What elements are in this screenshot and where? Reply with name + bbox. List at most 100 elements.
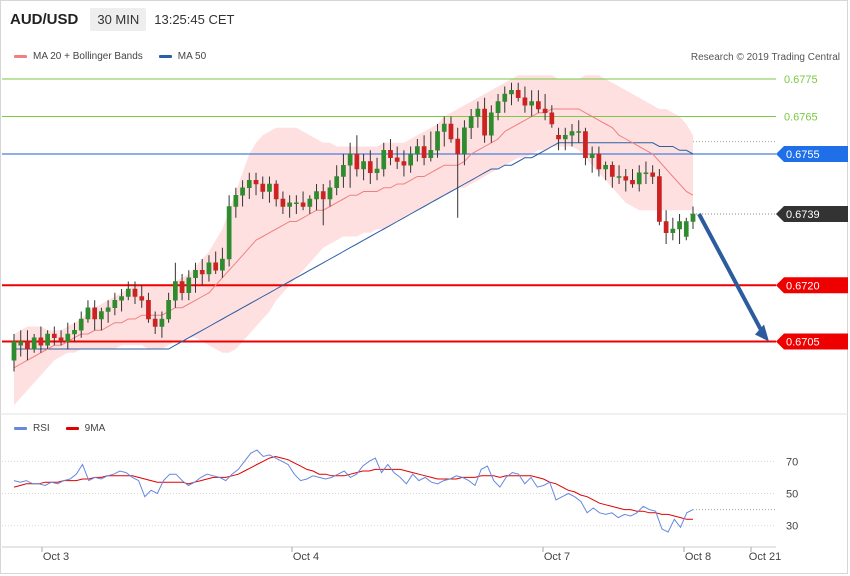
price-tag-last [776, 206, 848, 222]
candle-body [152, 318, 158, 327]
candle-body [240, 187, 245, 196]
price-tag-support [776, 333, 848, 350]
candle-body [199, 270, 205, 275]
candle-body [99, 311, 104, 320]
candle-body [448, 123, 454, 140]
candle-body [119, 296, 124, 301]
rsi-swatch [14, 427, 27, 430]
chart-header: AUD/USD 30 MIN 13:25:45 CET [6, 6, 234, 32]
candle-body [576, 131, 582, 133]
ma9-legend-label: 9MA [84, 423, 106, 434]
candle-body [300, 202, 306, 207]
candle-body [435, 131, 440, 151]
ma9-swatch [65, 427, 79, 430]
candle-body [172, 281, 178, 301]
candle-body [361, 161, 366, 170]
candle-body [623, 176, 629, 181]
candle-body [18, 341, 24, 346]
candle-body [246, 180, 252, 188]
price-label-pivot: 0.6755 [786, 149, 820, 161]
candle-body [273, 183, 279, 200]
candle-body [374, 168, 380, 173]
candle-body [636, 172, 642, 185]
candle-body [367, 161, 373, 173]
price-label-resistance: 0.6775 [784, 74, 818, 86]
ma9-line [13, 455, 693, 520]
candle-body [690, 213, 696, 222]
candle-body [193, 270, 198, 278]
candle-body [186, 277, 192, 293]
candle-body [401, 161, 407, 166]
candle-body [92, 307, 98, 320]
candle-body [233, 195, 239, 207]
candle-body [630, 180, 635, 185]
candle-body [455, 138, 461, 155]
candle-body [522, 97, 528, 106]
candle-body [307, 198, 313, 207]
candle-body [495, 101, 501, 113]
candle-body [462, 127, 467, 155]
candle-body [112, 300, 118, 308]
candle-body [294, 202, 299, 204]
interval-selector[interactable]: 30 MIN [90, 7, 147, 31]
candle-body [670, 228, 676, 233]
candle-body [72, 330, 77, 335]
candle-body [556, 135, 561, 140]
rsi-legend-label: RSI [33, 423, 50, 434]
candle-body [139, 296, 145, 301]
candle-body [381, 150, 387, 170]
candle-body [347, 153, 353, 166]
candle-body [65, 333, 71, 342]
candle-body [394, 157, 400, 162]
candle-body [657, 176, 662, 222]
candle-body [267, 183, 272, 192]
x-tick-label: Oct 21 [749, 551, 781, 563]
candle-body [529, 101, 535, 106]
candle-body [11, 341, 17, 361]
ma20-line [13, 108, 694, 369]
price-label-resistance: 0.6765 [784, 112, 818, 124]
candle-body [683, 221, 689, 237]
candle-body [314, 191, 319, 200]
candle-body [31, 337, 37, 350]
candle-body [475, 108, 481, 117]
candle-body [85, 307, 91, 320]
ma50-swatch [158, 55, 172, 58]
candle-body [45, 333, 50, 346]
candle-body [609, 165, 615, 177]
forecast-arrow-head [755, 324, 769, 342]
candle-body [468, 116, 474, 128]
candle-body [334, 176, 340, 188]
candle-body [179, 281, 185, 293]
candle-body [25, 341, 30, 350]
candle-body [354, 153, 360, 170]
candle-body [677, 221, 682, 230]
candle-body [596, 153, 602, 170]
candle-body [253, 180, 259, 185]
x-tick-label: Oct 7 [544, 551, 570, 563]
rsi-tick-label: 50 [786, 489, 798, 501]
candle-body [515, 90, 521, 98]
candle-body [260, 183, 266, 192]
candle-body [415, 146, 420, 155]
candle-body [125, 288, 131, 297]
candle-body [105, 307, 111, 312]
candle-body [549, 112, 555, 125]
price-label-support: 0.6705 [786, 337, 820, 349]
candle-body [542, 108, 548, 113]
copyright-notice: Research © 2019 Trading Central [690, 52, 840, 63]
candle-body [166, 300, 171, 320]
candle-body [421, 146, 427, 158]
price-legend: MA 20 + Bollinger Bands MA 50 [14, 51, 206, 62]
price-label-support: 0.6720 [786, 280, 820, 292]
x-tick-label: Oct 8 [685, 551, 711, 563]
candle-body [509, 90, 514, 95]
candle-body [51, 333, 57, 338]
candle-body [482, 108, 487, 136]
candle-body [589, 153, 595, 158]
candle-body [146, 300, 151, 320]
candle-body [213, 262, 219, 271]
candle-body [643, 172, 649, 174]
candle-body [562, 135, 568, 140]
